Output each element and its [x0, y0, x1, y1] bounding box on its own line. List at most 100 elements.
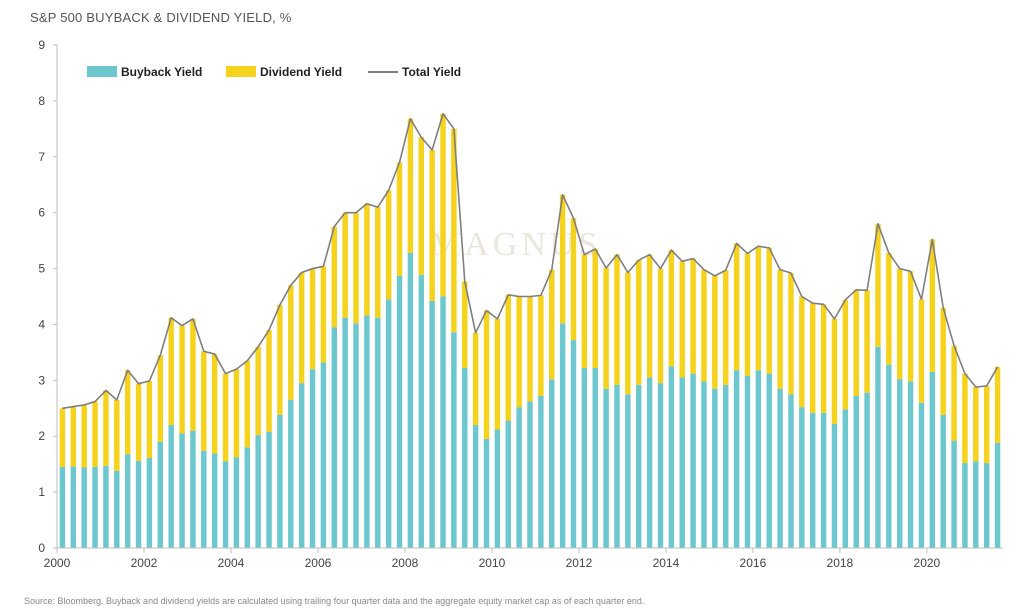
- buyback-bar: [331, 327, 337, 548]
- buyback-bar: [625, 394, 631, 548]
- y-tick-label: 7: [38, 150, 45, 164]
- dividend-bar: [940, 307, 946, 415]
- dividend-bar: [973, 387, 979, 462]
- y-tick-label: 5: [38, 262, 45, 276]
- bars: [59, 113, 1001, 548]
- dividend-bar: [679, 261, 685, 378]
- dividend-bar: [255, 346, 261, 436]
- buyback-bar: [733, 370, 740, 548]
- dividend-bar: [70, 406, 77, 467]
- buyback-bar: [581, 368, 588, 548]
- buyback-bar: [440, 296, 446, 548]
- dividend-bar: [744, 253, 751, 376]
- x-tick-label: 2018: [827, 556, 854, 570]
- buyback-bar: [592, 368, 598, 548]
- buyback-bar: [657, 383, 664, 548]
- x-tick-label: 2000: [44, 556, 71, 570]
- buyback-bar: [886, 364, 892, 548]
- dividend-bar: [896, 268, 903, 380]
- buyback-bar: [494, 429, 501, 548]
- dividend-bar: [592, 248, 598, 369]
- buyback-bar: [527, 401, 533, 548]
- buyback-bar: [951, 440, 957, 548]
- buyback-bar: [472, 425, 479, 548]
- buyback-bar: [712, 388, 718, 548]
- dividend-bar: [342, 212, 348, 318]
- buyback-bar: [385, 299, 392, 548]
- buyback-bar: [407, 252, 414, 548]
- dividend-bar: [668, 250, 675, 367]
- chart-title: S&P 500 BUYBACK & DIVIDEND YIELD, %: [30, 10, 292, 25]
- dividend-bar: [929, 239, 936, 372]
- legend-swatch-dividend: [226, 66, 256, 77]
- dividend-bar: [886, 252, 892, 365]
- dividend-bar: [657, 268, 664, 384]
- buyback-bar: [809, 412, 816, 548]
- dividend-bar: [570, 218, 577, 341]
- dividend-bar: [831, 318, 838, 424]
- buyback-bar: [505, 420, 511, 548]
- buyback-bar: [962, 463, 968, 548]
- dividend-bar: [353, 212, 359, 324]
- buyback-bar: [255, 435, 261, 548]
- buyback-bar: [418, 274, 424, 548]
- dividend-bar: [135, 383, 142, 461]
- dividend-bar: [429, 150, 435, 301]
- buyback-bar: [842, 409, 849, 548]
- buyback-bar: [853, 395, 859, 548]
- buyback-bar: [864, 392, 870, 548]
- buyback-bar: [342, 317, 348, 548]
- dividend-bar: [603, 267, 609, 389]
- dividend-bar: [211, 354, 218, 454]
- dividend-bar: [755, 246, 762, 371]
- source-note: Source: Bloomberg. Buyback and dividend …: [24, 596, 645, 606]
- dividend-bar: [701, 269, 707, 382]
- buyback-bar: [266, 431, 272, 548]
- buyback-bar: [983, 463, 990, 548]
- legend: Buyback Yield Dividend Yield Total Yield: [87, 65, 461, 79]
- x-tick-label: 2020: [914, 556, 941, 570]
- dividend-bar: [614, 254, 620, 385]
- dividend-bar: [559, 194, 566, 324]
- buyback-bar: [124, 454, 131, 548]
- dividend-bar: [440, 113, 446, 297]
- dividend-bar: [809, 303, 816, 413]
- buyback-bar: [614, 384, 620, 548]
- dividend-bar: [820, 304, 827, 413]
- buyback-bar: [701, 381, 707, 548]
- dividend-bar: [538, 295, 544, 396]
- buyback-bar: [353, 323, 359, 548]
- buyback-bar: [723, 384, 729, 548]
- buyback-bar: [462, 368, 468, 548]
- buyback-bar: [559, 323, 566, 548]
- dividend-bar: [918, 299, 925, 403]
- buyback-bar: [81, 467, 87, 548]
- x-tick-label: 2014: [653, 556, 680, 570]
- dividend-bar: [179, 325, 185, 434]
- buyback-bar: [244, 447, 251, 548]
- legend-label-buyback: Buyback Yield: [121, 65, 202, 79]
- dividend-bar: [875, 223, 881, 347]
- dividend-bar: [527, 296, 533, 402]
- dividend-bar: [549, 269, 555, 380]
- dividend-bar: [124, 370, 131, 455]
- dividend-bar: [646, 254, 653, 378]
- buyback-bar: [755, 370, 762, 548]
- buyback-bar: [549, 379, 555, 548]
- dividend-bar: [712, 275, 718, 389]
- dividend-bar: [516, 296, 522, 408]
- dividend-bar: [788, 273, 794, 395]
- dividend-bar: [581, 254, 588, 369]
- dividend-bar: [842, 299, 849, 410]
- buyback-bar: [157, 441, 164, 548]
- buyback-bar: [59, 466, 66, 548]
- dividend-bar: [777, 269, 783, 389]
- buyback-bar: [766, 373, 772, 548]
- buyback-bar: [744, 375, 751, 548]
- dividend-bar: [418, 137, 424, 275]
- dividend-bar: [994, 366, 1001, 443]
- buyback-bar: [875, 346, 881, 548]
- buyback-bar: [538, 395, 544, 548]
- buyback-bar: [364, 315, 370, 548]
- buyback-bar: [146, 458, 153, 548]
